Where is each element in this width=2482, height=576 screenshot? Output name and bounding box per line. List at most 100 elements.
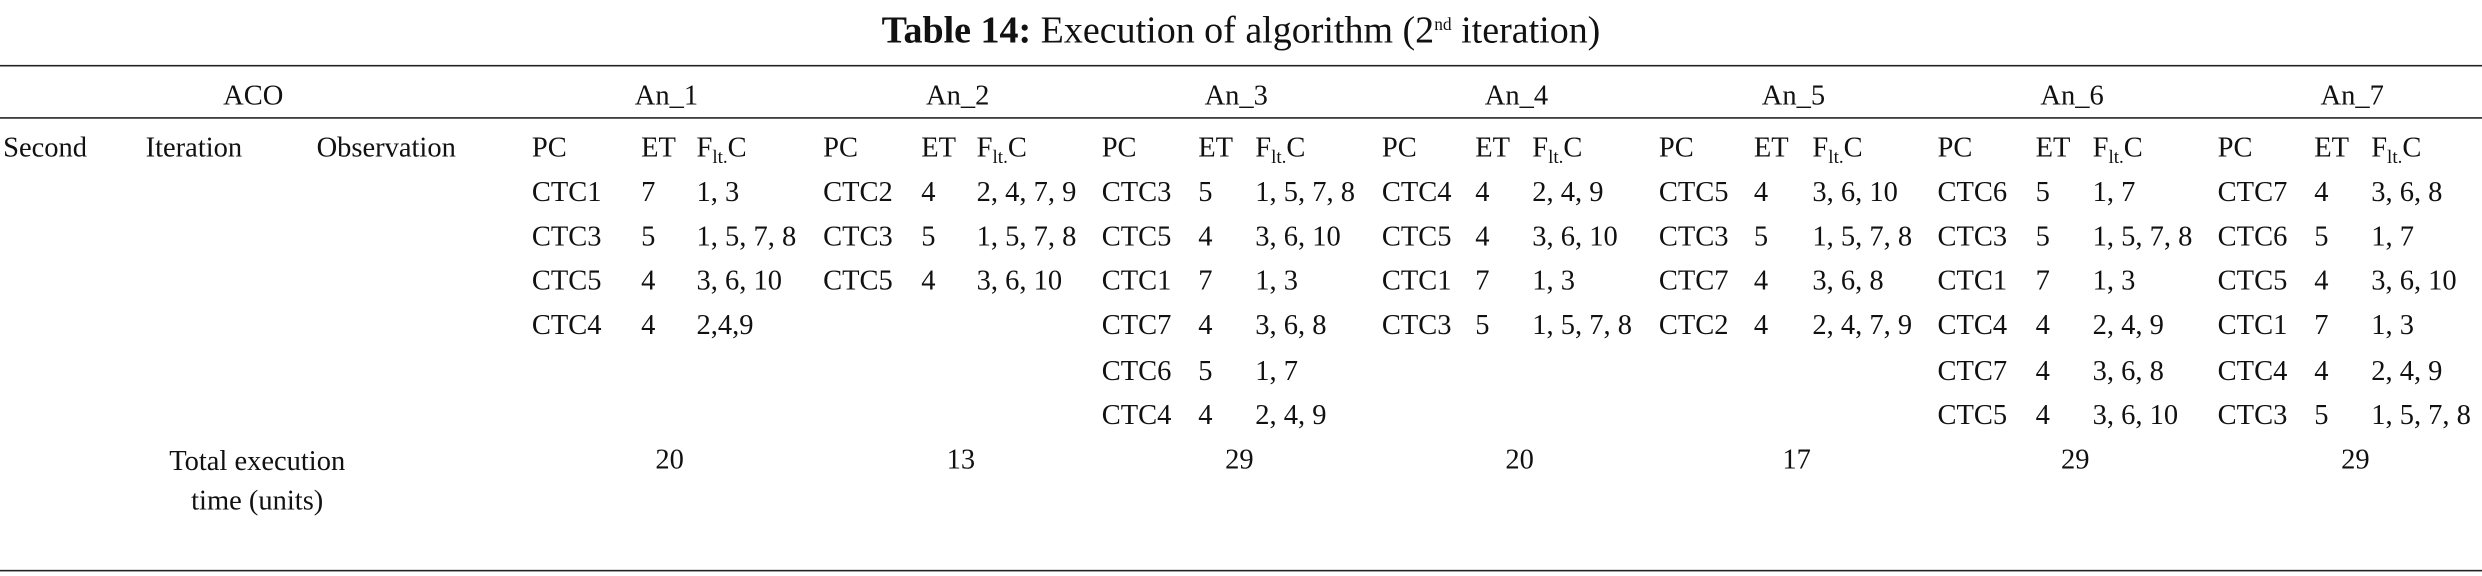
flt-cell: 2, 4, 9 <box>1255 398 1327 431</box>
et-cell: 7 <box>641 175 656 208</box>
flt-cell: 3, 6, 10 <box>976 264 1063 297</box>
flt-header: Flt.C <box>696 130 746 174</box>
et-cell: 4 <box>1198 398 1213 431</box>
pc-header: PC <box>823 131 858 164</box>
et-cell: 4 <box>921 175 936 208</box>
ant-header: An_4 <box>1484 79 1549 111</box>
total-value: 29 <box>1225 443 1254 475</box>
iteration-header: Iteration <box>145 131 243 164</box>
et-cell: 4 <box>1198 308 1213 341</box>
flt-main: F <box>2092 131 2109 164</box>
et-header: ET <box>2035 131 2071 164</box>
et-cell: 4 <box>1753 264 1769 297</box>
pc-cell: CTC1 <box>1381 264 1452 297</box>
pc-cell: CTC4 <box>1101 398 1172 431</box>
ant-header: An_3 <box>1204 79 1268 111</box>
flt-cell: 3, 6, 10 <box>1532 220 1618 252</box>
flt-sub: lt. <box>1271 145 1287 168</box>
flt-cell: 1, 3 <box>2092 264 2136 297</box>
flt-cell: 1, 5, 7, 8 <box>1812 220 1913 252</box>
pc-cell: CTC3 <box>2217 398 2288 431</box>
flt-cell: 2, 4, 7, 9 <box>976 175 1077 208</box>
flt-sub: lt. <box>2387 145 2403 168</box>
flt-cell: 3, 6, 10 <box>2371 264 2457 297</box>
flt-cell: 1, 5, 7, 8 <box>976 220 1077 252</box>
et-cell: 5 <box>1198 354 1213 387</box>
flt-cell: 2, 4, 9 <box>1532 175 1604 208</box>
et-cell: 5 <box>2035 220 2050 252</box>
total-value: 20 <box>655 443 684 475</box>
pc-cell: CTC1 <box>2217 308 2288 341</box>
flt-header: Flt.C <box>2371 130 2421 174</box>
title-label: Table 14: <box>881 11 1032 53</box>
pc-cell: CTC5 <box>823 264 893 297</box>
pc-cell: CTC7 <box>1658 264 1729 297</box>
title-sup: nd <box>1434 15 1452 35</box>
ant-header: An_6 <box>2040 79 2104 111</box>
et-header: ET <box>921 131 957 164</box>
ant-header: An_7 <box>2320 79 2384 111</box>
pc-cell: CTC7 <box>2217 175 2288 208</box>
et-cell: 5 <box>1475 308 1490 341</box>
flt-cell: 1, 7 <box>2371 220 2414 252</box>
pc-cell: CTC4 <box>1381 175 1452 208</box>
flt-cell: 3, 6, 8 <box>1812 264 1884 297</box>
pc-cell: CTC3 <box>1658 220 1729 252</box>
total-value: 29 <box>2341 443 2370 475</box>
et-cell: 5 <box>921 220 936 252</box>
pc-cell: CTC4 <box>1937 308 2008 341</box>
et-cell: 4 <box>1198 220 1213 252</box>
flt-cell: 1, 5, 7, 8 <box>1532 308 1632 341</box>
flt-after: C <box>1843 131 1863 164</box>
et-header: ET <box>1475 131 1511 164</box>
pc-cell: CTC3 <box>1937 220 2008 252</box>
flt-after: C <box>727 131 747 164</box>
flt-cell: 1, 3 <box>2371 308 2414 341</box>
flt-header: Flt.C <box>1532 130 1582 174</box>
flt-main: F <box>1532 131 1549 164</box>
pc-header: PC <box>2217 131 2253 164</box>
aco-header: ACO <box>223 79 284 111</box>
et-header: ET <box>641 131 676 164</box>
pc-cell: CTC5 <box>1658 175 1729 208</box>
pc-cell: CTC7 <box>1101 308 1172 341</box>
pc-cell: CTC5 <box>1937 398 2008 431</box>
flt-cell: 3, 6, 10 <box>2092 398 2179 431</box>
pc-cell: CTC3 <box>823 220 893 252</box>
header-rule <box>0 117 2482 119</box>
flt-cell: 1, 5, 7, 8 <box>2371 398 2471 431</box>
second-header: Second <box>3 131 88 164</box>
et-cell: 4 <box>1753 308 1769 341</box>
flt-main: F <box>696 131 713 164</box>
flt-cell: 3, 6, 10 <box>696 264 782 297</box>
ant-header: An_1 <box>634 79 699 111</box>
pc-cell: CTC2 <box>823 175 893 208</box>
et-cell: 4 <box>2314 354 2329 387</box>
et-cell: 4 <box>2314 264 2329 297</box>
flt-header: Flt.C <box>977 130 1027 174</box>
flt-after: C <box>2402 131 2422 164</box>
pc-cell: CTC7 <box>1937 354 2008 387</box>
et-cell: 5 <box>2314 220 2329 252</box>
flt-after: C <box>1286 131 1306 164</box>
et-cell: 5 <box>641 220 656 252</box>
flt-header: Flt.C <box>1255 130 1305 174</box>
pc-header: PC <box>1937 131 1973 164</box>
flt-header: Flt.C <box>2093 130 2143 174</box>
et-cell: 7 <box>2035 264 2050 297</box>
pc-cell: CTC5 <box>1381 220 1452 252</box>
flt-cell: 1, 3 <box>1255 264 1298 297</box>
flt-sub: lt. <box>1548 145 1564 168</box>
et-cell: 4 <box>2035 398 2050 431</box>
et-cell: 4 <box>1475 220 1490 252</box>
flt-cell: 3, 6, 8 <box>2092 354 2164 387</box>
flt-cell: 1, 5, 7, 8 <box>2092 220 2193 252</box>
flt-main: F <box>976 131 993 164</box>
flt-cell: 1, 7 <box>2092 175 2136 208</box>
flt-sub: lt. <box>2108 145 2124 168</box>
et-header: ET <box>2314 131 2350 164</box>
flt-main: F <box>1812 131 1829 164</box>
title-text-after: iteration) <box>1461 11 1601 53</box>
flt-after: C <box>1563 131 1583 164</box>
